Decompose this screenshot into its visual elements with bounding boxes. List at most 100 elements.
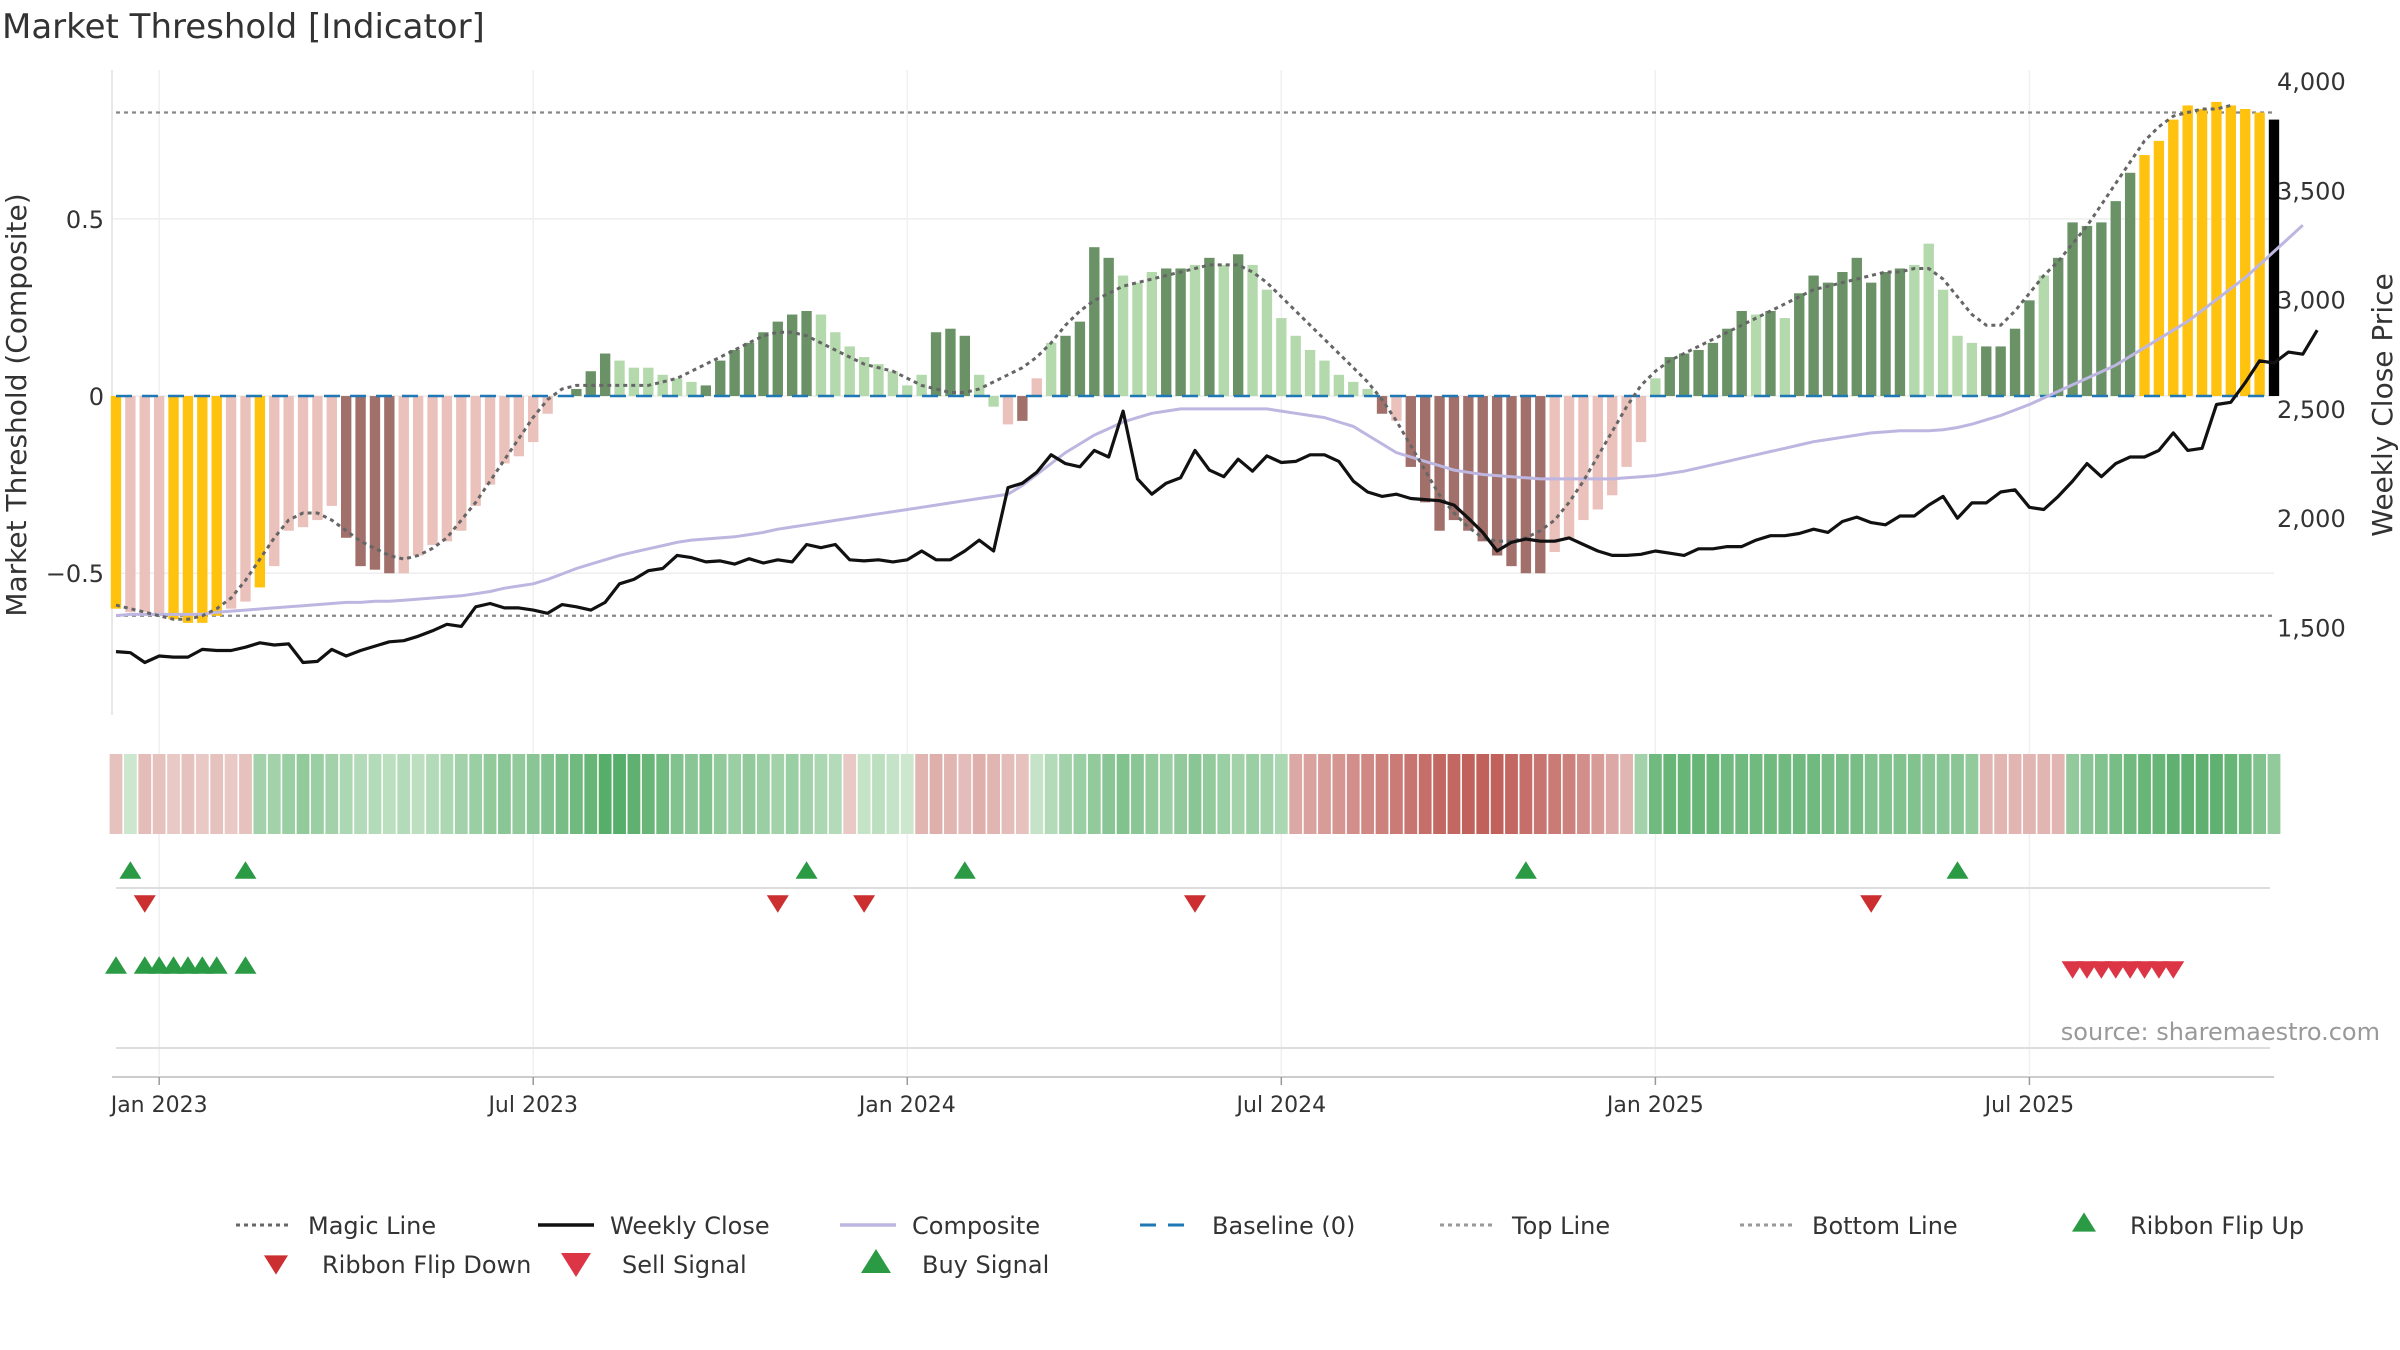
ribbon-cell xyxy=(1289,754,1303,834)
composite-bar xyxy=(1232,254,1244,397)
signal-panel xyxy=(105,956,2270,1049)
ribbon-cell xyxy=(886,754,900,834)
composite-bar xyxy=(1535,396,1546,574)
weekly-close-line xyxy=(115,329,2319,665)
composite-bar xyxy=(254,396,266,588)
ribbon-cell xyxy=(1821,754,1835,834)
composite-bar xyxy=(168,396,179,620)
composite-bar xyxy=(456,396,467,531)
composite-bar xyxy=(2024,300,2035,397)
legend: Magic Line Weekly Close Composite Baseline … xyxy=(236,1212,2304,1279)
composite-bar xyxy=(341,396,352,538)
ribbon-cell xyxy=(584,754,598,834)
ribbon-cell xyxy=(411,754,425,834)
ribbon-panel xyxy=(109,754,2281,834)
ribbon-cell xyxy=(1692,754,1705,834)
composite-bar xyxy=(1722,328,1733,397)
ribbon-cell xyxy=(828,754,842,834)
composite-bar xyxy=(1290,335,1301,397)
composite-bar xyxy=(1218,264,1229,397)
composite-bar xyxy=(1779,318,1791,397)
ribbon-cell xyxy=(1461,754,1475,834)
sell-signal-marker xyxy=(2075,961,2098,979)
composite-bar xyxy=(2153,140,2165,397)
composite-bar xyxy=(1074,321,1086,397)
buy-signal-marker xyxy=(133,956,156,974)
composite-bar xyxy=(1592,396,1604,510)
ribbon-cell xyxy=(1749,754,1763,834)
ribbon-cell xyxy=(210,754,224,834)
ribbon-cell xyxy=(1720,754,1734,834)
composite-bar xyxy=(974,374,985,397)
composite-bar xyxy=(1189,264,1201,397)
legend-item: Weekly Close xyxy=(538,1212,770,1240)
buy-signal-marker xyxy=(234,956,257,974)
legend-label: Sell Signal xyxy=(622,1251,747,1279)
x-tick-label: Jul 2024 xyxy=(1235,1093,1327,1118)
x-tick-label: Jan 2025 xyxy=(1605,1093,1704,1118)
ribbon-cell xyxy=(368,754,382,834)
composite-bar xyxy=(153,396,165,616)
composite-bar xyxy=(1635,396,1647,443)
series-lines xyxy=(115,103,2319,665)
legend-label: Baseline (0) xyxy=(1212,1212,1355,1240)
ribbon-cell xyxy=(1361,754,1375,834)
ribbon-cell xyxy=(1145,754,1159,834)
composite-bar xyxy=(240,396,251,602)
x-axis: Jan 2023 Jul 2023 Jan 2024 Jul 2024 Jan 2025… xyxy=(109,1076,2274,1118)
legend-label: Weekly Close xyxy=(610,1212,770,1240)
ribbon-cell xyxy=(1706,754,1720,834)
buy-signal-marker xyxy=(105,956,127,974)
ribbon-cell xyxy=(1764,754,1777,834)
right-tick-label: 2,000 xyxy=(2277,505,2346,533)
composite-bar xyxy=(1463,396,1474,531)
ribbon-flip-down-marker xyxy=(1184,895,1206,913)
composite-bar xyxy=(1146,272,1158,397)
main-panel: 0.50−0.5 4,0003,5003,0002,5002,0001,500 … xyxy=(0,68,2399,1075)
ribbon-cell xyxy=(2109,754,2123,834)
ribbon-cell xyxy=(1634,754,1648,834)
ribbon-cell xyxy=(2238,754,2252,834)
composite-bar xyxy=(1448,396,1460,521)
ribbon-flip-up-marker xyxy=(234,861,257,879)
composite-bar xyxy=(2139,155,2150,397)
ribbon-cell xyxy=(2152,754,2166,834)
composite-bar xyxy=(628,367,640,397)
composite-bar xyxy=(2168,119,2179,397)
legend-item: Bottom Line xyxy=(1740,1212,1958,1240)
composite-bar xyxy=(1376,396,1388,414)
composite-bar xyxy=(643,367,654,397)
composite-bar xyxy=(729,349,740,397)
composite-bar xyxy=(571,388,582,397)
composite-bar xyxy=(988,396,999,407)
composite-bar xyxy=(2053,257,2064,397)
sell-signal-marker xyxy=(2061,961,2084,979)
ribbon-cell xyxy=(1375,754,1389,834)
composite-bar xyxy=(1851,257,1862,397)
ribbon-cell xyxy=(138,754,152,834)
ribbon-cell xyxy=(1994,754,2008,834)
composite-bar xyxy=(1261,289,1273,397)
composite-bar xyxy=(225,396,237,609)
ribbon-cell xyxy=(627,754,641,834)
buy-signal-marker xyxy=(148,956,171,974)
ribbon-cell xyxy=(541,754,554,834)
ribbon-cell xyxy=(2123,754,2137,834)
ribbon-cell xyxy=(929,754,943,834)
legend-item: Top Line xyxy=(1440,1212,1610,1240)
composite-bar xyxy=(1578,396,1589,521)
right-tick-label: 2,500 xyxy=(2277,396,2346,424)
legend-label: Ribbon Flip Up xyxy=(2130,1212,2304,1240)
legend-label: Bottom Line xyxy=(1812,1212,1958,1240)
composite-bar xyxy=(1247,264,1258,397)
composite-bar xyxy=(1103,257,1114,397)
legend-item: Buy Signal xyxy=(861,1249,1049,1279)
ribbon-cell xyxy=(1404,754,1418,834)
composite-bar xyxy=(542,396,553,414)
composite-bar xyxy=(326,396,337,506)
composite-bar xyxy=(801,310,812,397)
composite-bar xyxy=(384,396,395,574)
legend-label: Magic Line xyxy=(308,1212,436,1240)
composite-bar xyxy=(2124,172,2136,397)
right-tick-label: 4,000 xyxy=(2277,68,2346,96)
